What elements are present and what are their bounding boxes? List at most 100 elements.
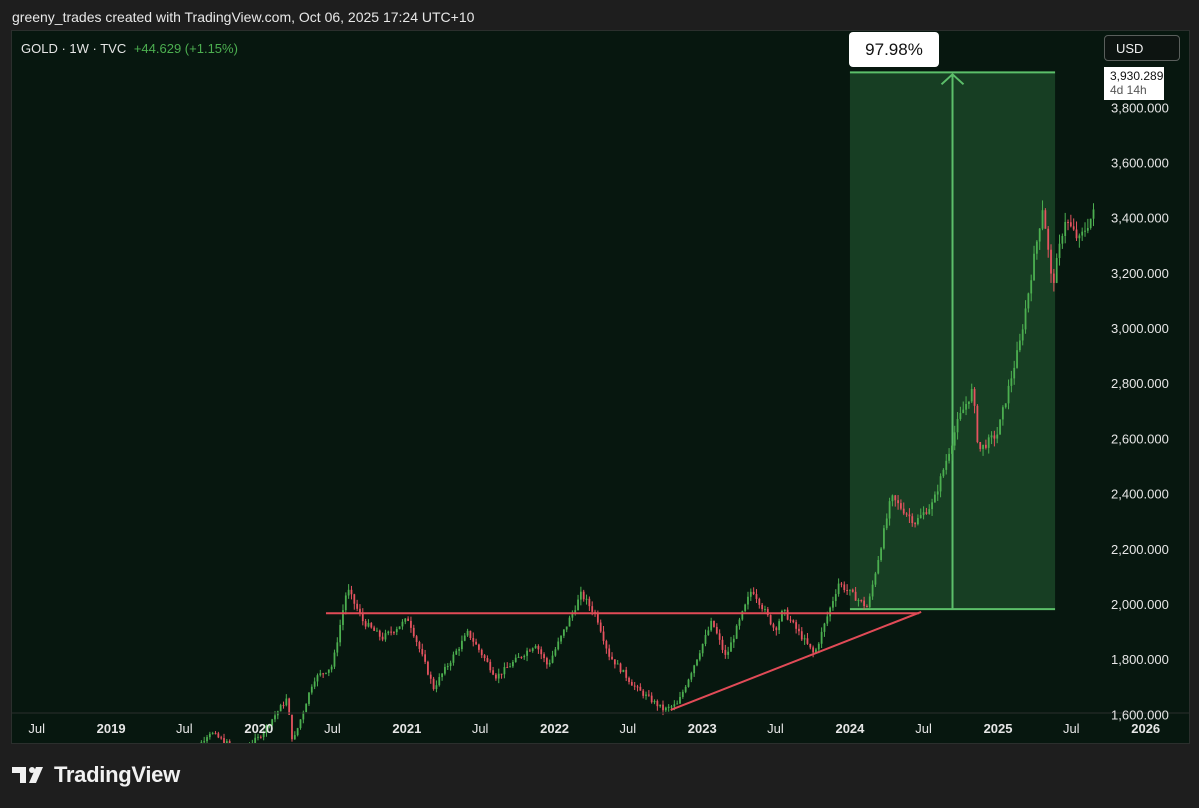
candle-body [1010, 378, 1013, 386]
candle-body [1072, 226, 1075, 230]
candle-body [871, 584, 874, 597]
candle-body [1050, 249, 1052, 274]
candle-body [412, 627, 415, 637]
candle-body [798, 628, 800, 632]
candle-body [628, 677, 630, 682]
candle-body [639, 686, 642, 691]
candle-body [902, 508, 905, 514]
candle-body [616, 663, 619, 665]
chart-panel[interactable]: 1,600.000 1,800.000 2,000.000 2,200.000 2,40… [11, 30, 1190, 744]
candle-body [894, 495, 897, 501]
y-tick-label: 2,200.000 [1111, 542, 1169, 557]
candle-body [851, 589, 854, 592]
candle-body [908, 514, 911, 517]
candle-body [962, 409, 965, 414]
chart-credit: greeny_trades created with TradingView.c… [12, 9, 475, 25]
candle-body [512, 661, 514, 667]
candle-body [367, 623, 370, 627]
candle-body [979, 442, 982, 449]
candle-body [911, 516, 914, 524]
candle-body [373, 627, 376, 631]
candle-body [953, 432, 956, 446]
candle-body [478, 644, 480, 650]
candle-body [1041, 210, 1044, 229]
candle-body [279, 705, 282, 712]
candle-body [463, 635, 466, 641]
candle-body [435, 685, 438, 690]
candle-body [738, 619, 741, 626]
candle-body [885, 518, 888, 529]
candle-body [800, 631, 803, 640]
candle-body [271, 719, 274, 726]
candle-body [781, 610, 783, 622]
candle-body [565, 626, 568, 630]
candle-body [537, 646, 540, 650]
candle-body [410, 620, 412, 628]
candle-body [823, 623, 826, 632]
candle-body [475, 641, 477, 645]
candle-body [1021, 329, 1024, 341]
candle-body [299, 719, 302, 729]
candle-body [1069, 222, 1072, 227]
x-tick-label: 2019 [97, 721, 126, 736]
x-tick-label: Jul [915, 721, 932, 736]
candle-body [531, 648, 534, 651]
candle-body [305, 703, 308, 713]
candle-body [203, 741, 206, 743]
candle-body [404, 618, 407, 622]
candle-body [778, 621, 781, 631]
candle-body [322, 673, 325, 675]
candle-body [398, 626, 401, 630]
candle-body [591, 606, 594, 612]
candle-body [817, 643, 820, 650]
candle-body [492, 670, 494, 675]
y-tick-label: 2,000.000 [1111, 597, 1169, 612]
candle-body [333, 652, 336, 667]
candle-body [1007, 385, 1010, 404]
rising-support-line [670, 610, 922, 711]
candle-body [789, 619, 792, 621]
candle-body [696, 659, 698, 666]
y-tick-label: 3,200.000 [1111, 266, 1169, 281]
price-chart[interactable]: 1,600.000 1,800.000 2,000.000 2,200.000 2,40… [12, 31, 1189, 743]
x-tick-label: 2022 [540, 721, 569, 736]
symbol-legend: GOLD · 1W · TVC +44.629 (+1.15%) [21, 41, 238, 56]
candle-body [727, 651, 730, 655]
candle-body [868, 596, 871, 608]
candle-body [517, 656, 520, 658]
candle-body [792, 620, 795, 623]
candle-body [931, 502, 933, 510]
candle-body [905, 513, 908, 515]
measure-arrow-head [940, 72, 965, 86]
currency-button[interactable]: USD [1104, 35, 1180, 61]
candle-body [636, 686, 639, 688]
candle-body [444, 666, 446, 674]
candle-body [503, 667, 506, 675]
candle-body [259, 736, 262, 738]
candle-body [424, 654, 427, 662]
candle-body [633, 685, 636, 687]
candle-body [296, 728, 299, 736]
candle-body [645, 694, 647, 696]
candle-body [752, 591, 755, 595]
candle-body [206, 737, 208, 742]
axis-layer: 1,600.000 1,800.000 2,000.000 2,200.000 2,40… [12, 100, 1189, 736]
candle-body [257, 736, 259, 738]
candle-body [1058, 243, 1061, 259]
candle-body [928, 509, 931, 514]
candle-body [432, 678, 435, 690]
last-price-value: 3,930.289 [1110, 69, 1164, 83]
candle-body [925, 512, 928, 514]
candle-body [662, 704, 664, 711]
candle-body [917, 518, 919, 525]
candle-body [630, 681, 633, 686]
candle-body [1016, 350, 1018, 368]
candle-body [1013, 367, 1016, 379]
candle-body [208, 733, 211, 738]
candle-body [361, 613, 364, 622]
candle-body [843, 584, 846, 591]
last-price-tag: 3,930.289 4d 14h [1104, 67, 1164, 100]
candle-body [602, 631, 605, 642]
candle-body [1064, 221, 1067, 236]
candle-body [698, 653, 701, 660]
